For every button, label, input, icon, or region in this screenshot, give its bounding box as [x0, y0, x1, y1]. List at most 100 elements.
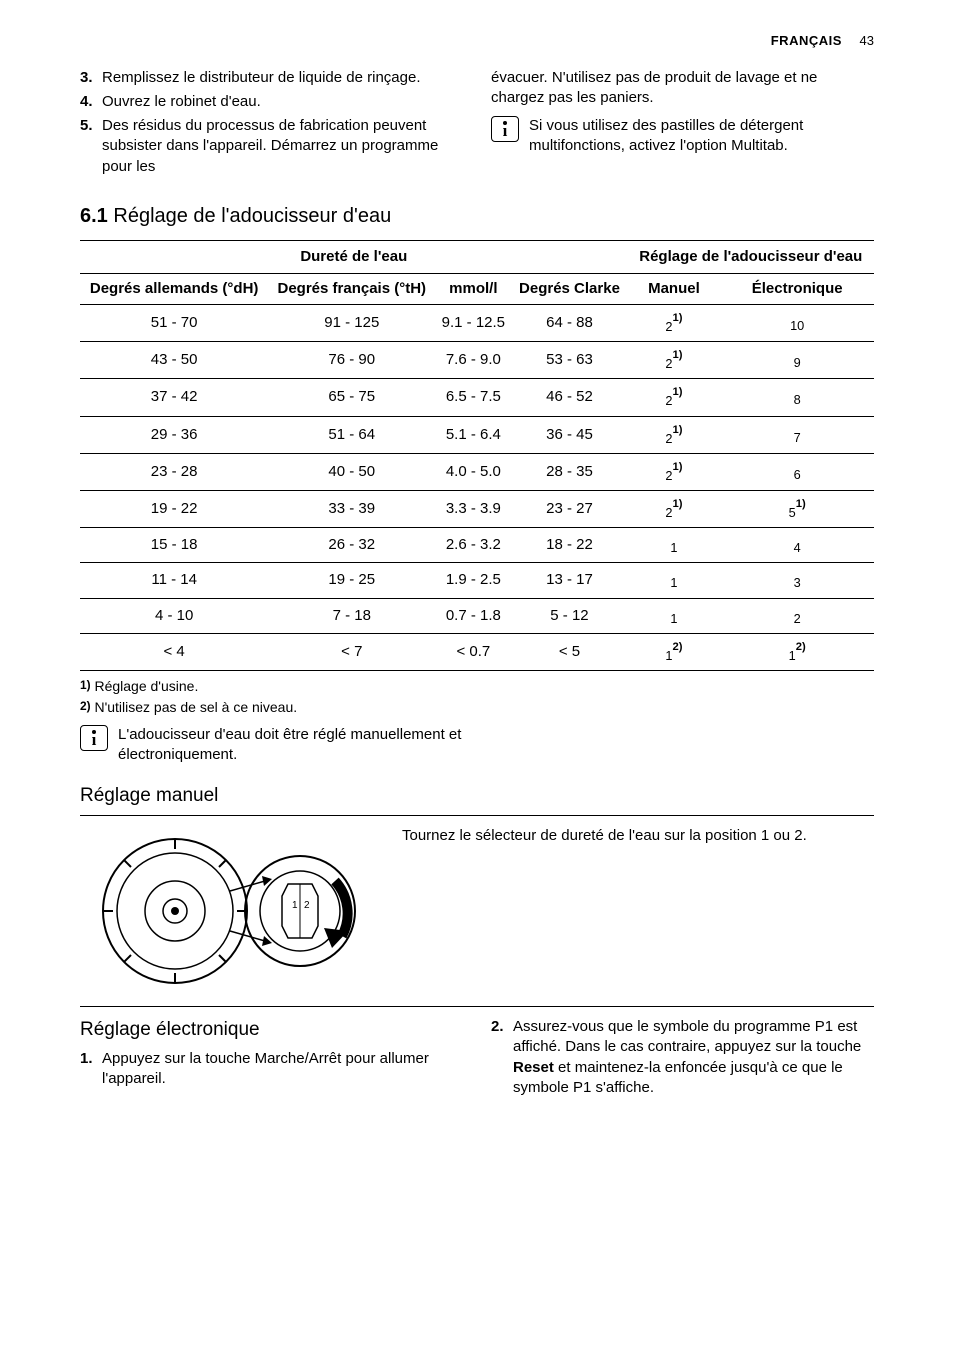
- table-cell: 51): [720, 491, 874, 528]
- item-text: Assurez-vous que le symbole du programme…: [513, 1017, 874, 1098]
- table-row: 4 - 107 - 180.7 - 1.85 - 1212: [80, 598, 874, 633]
- table-cell: 7.6 - 9.0: [435, 342, 511, 379]
- table-cell: 51 - 70: [80, 305, 268, 342]
- table-cell: 3: [720, 563, 874, 598]
- info-note: ı Si vous utilisez des pastilles de déte…: [491, 116, 874, 157]
- svg-text:2: 2: [304, 900, 310, 911]
- col-header: Électronique: [720, 274, 874, 305]
- col-header: Degrés allemands (°dH): [80, 274, 268, 305]
- section-heading: 6.1 Réglage de l'adoucisseur d'eau: [80, 203, 874, 230]
- electronic-heading: Réglage électronique: [80, 1017, 463, 1043]
- table-cell: 76 - 90: [268, 342, 435, 379]
- info-icon: ı: [491, 116, 519, 142]
- list-item: 2. Assurez-vous que le symbole du progra…: [491, 1017, 874, 1098]
- item-number: 5.: [80, 116, 102, 177]
- table-cell: 7 - 18: [268, 598, 435, 633]
- table-cell: 1: [628, 563, 721, 598]
- list-item: 5.Des résidus du processus de fabricatio…: [80, 116, 463, 177]
- list-item: 1.Appuyez sur la touche Marche/Arrêt pou…: [80, 1049, 463, 1090]
- table-cell: 29 - 36: [80, 416, 268, 453]
- table-cell: 23 - 27: [511, 491, 627, 528]
- list-item: 3.Remplissez le distributeur de liquide …: [80, 68, 463, 88]
- table-cell: 8: [720, 379, 874, 416]
- table-cell: 28 - 35: [511, 453, 627, 490]
- table-row: 19 - 2233 - 393.3 - 3.923 - 2721)51): [80, 491, 874, 528]
- svg-text:1: 1: [292, 900, 298, 911]
- dial-illustration: 1 2: [80, 826, 380, 996]
- table-cell: < 4: [80, 633, 268, 670]
- item-text: Ouvrez le robinet d'eau.: [102, 92, 463, 112]
- table-cell: 19 - 25: [268, 563, 435, 598]
- table-cell: 23 - 28: [80, 453, 268, 490]
- table-cell: 4 - 10: [80, 598, 268, 633]
- section-title: Réglage de l'adoucisseur d'eau: [113, 205, 391, 227]
- table-cell: 40 - 50: [268, 453, 435, 490]
- table-cell: 0.7 - 1.8: [435, 598, 511, 633]
- divider: [80, 815, 874, 816]
- intro-left-col: 3.Remplissez le distributeur de liquide …: [80, 68, 463, 181]
- table-cell: 21): [628, 453, 721, 490]
- table-cell: 21): [628, 342, 721, 379]
- table-cell: 21): [628, 305, 721, 342]
- table-cell: 65 - 75: [268, 379, 435, 416]
- table-cell: 15 - 18: [80, 528, 268, 563]
- water-hardness-table: Dureté de l'eau Réglage de l'adoucisseur…: [80, 240, 874, 671]
- table-row: 11 - 1419 - 251.9 - 2.513 - 1713: [80, 563, 874, 598]
- table-cell: 1: [628, 528, 721, 563]
- item-text: Des résidus du processus de fabrication …: [102, 116, 463, 177]
- table-cell: 46 - 52: [511, 379, 627, 416]
- electronic-columns: Réglage électronique 1.Appuyez sur la to…: [80, 1017, 874, 1102]
- item-number: 4.: [80, 92, 102, 112]
- table-cell: 1.9 - 2.5: [435, 563, 511, 598]
- group-header-setting: Réglage de l'adoucisseur d'eau: [628, 240, 874, 273]
- electronic-right-col: 2. Assurez-vous que le symbole du progra…: [491, 1017, 874, 1102]
- col-header: Manuel: [628, 274, 721, 305]
- intro-right-col: évacuer. N'utilisez pas de produit de la…: [491, 68, 874, 181]
- col-header: mmol/l: [435, 274, 511, 305]
- table-cell: 12): [628, 633, 721, 670]
- table-cell: 2: [720, 598, 874, 633]
- text-before: Assurez-vous que le symbole du programme…: [513, 1018, 861, 1055]
- table-cell: 21): [628, 491, 721, 528]
- electronic-left-list: 1.Appuyez sur la touche Marche/Arrêt pou…: [80, 1049, 463, 1090]
- table-row: 23 - 2840 - 504.0 - 5.028 - 3521)6: [80, 453, 874, 490]
- section-number: 6.1: [80, 205, 108, 227]
- col-header: Degrés Clarke: [511, 274, 627, 305]
- item-number: 3.: [80, 68, 102, 88]
- item-number: 2.: [491, 1017, 513, 1098]
- item-text: Appuyez sur la touche Marche/Arrêt pour …: [102, 1049, 463, 1090]
- table-cell: 19 - 22: [80, 491, 268, 528]
- header-language: FRANÇAIS: [771, 33, 842, 48]
- footnote-text: Réglage d'usine.: [94, 678, 198, 694]
- table-row: 37 - 4265 - 756.5 - 7.546 - 5221)8: [80, 379, 874, 416]
- intro-continuation: évacuer. N'utilisez pas de produit de la…: [491, 68, 874, 109]
- item-text: Remplissez le distributeur de liquide de…: [102, 68, 463, 88]
- table-row: 15 - 1826 - 322.6 - 3.218 - 2214: [80, 528, 874, 563]
- info-text: L'adoucisseur d'eau doit être réglé manu…: [118, 725, 493, 766]
- table-cell: < 0.7: [435, 633, 511, 670]
- table-cell: < 7: [268, 633, 435, 670]
- table-cell: 43 - 50: [80, 342, 268, 379]
- table-row: 51 - 7091 - 1259.1 - 12.564 - 8821)10: [80, 305, 874, 342]
- table-row: 43 - 5076 - 907.6 - 9.053 - 6321)9: [80, 342, 874, 379]
- table-row: 29 - 3651 - 645.1 - 6.436 - 4521)7: [80, 416, 874, 453]
- table-cell: 21): [628, 379, 721, 416]
- item-number: 1.: [80, 1049, 102, 1090]
- table-cell: 53 - 63: [511, 342, 627, 379]
- table-cell: 18 - 22: [511, 528, 627, 563]
- table-cell: 9: [720, 342, 874, 379]
- table-cell: 6: [720, 453, 874, 490]
- table-cell: 10: [720, 305, 874, 342]
- manual-heading: Réglage manuel: [80, 783, 874, 809]
- info-text: Si vous utilisez des pastilles de déterg…: [529, 116, 874, 157]
- manual-content: 1 2 Tournez le sélecteur de dureté de l'…: [80, 826, 874, 996]
- table-cell: 5.1 - 6.4: [435, 416, 511, 453]
- table-cell: 12): [720, 633, 874, 670]
- manual-text: Tournez le sélecteur de dureté de l'eau …: [402, 826, 874, 846]
- table-cell: 26 - 32: [268, 528, 435, 563]
- table-cell: 11 - 14: [80, 563, 268, 598]
- text-after: et maintenez-la enfoncée jusqu'à ce que …: [513, 1059, 843, 1096]
- table-cell: 64 - 88: [511, 305, 627, 342]
- table-cell: 1: [628, 598, 721, 633]
- electronic-right-list: 2. Assurez-vous que le symbole du progra…: [491, 1017, 874, 1098]
